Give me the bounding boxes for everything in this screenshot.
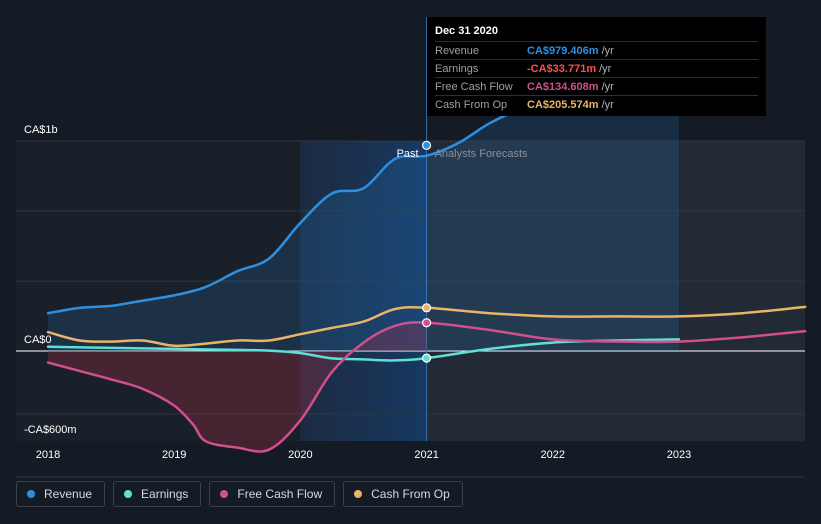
x-tick-label: 2022 [541, 449, 565, 461]
legend-dot-icon [220, 490, 229, 498]
legend-label: Revenue [44, 487, 93, 501]
tooltip-label: Cash From Op [435, 98, 508, 111]
marker-free-cash-flow [422, 318, 432, 328]
tooltip-value: CA$134.608m [527, 80, 599, 93]
legend-label: Earnings [141, 487, 189, 501]
past-label: Past [397, 148, 419, 160]
tooltip-date: Dec 31 2020 [435, 25, 498, 37]
tooltip: Dec 31 2020 Revenue CA$979.406m /yr Earn… [427, 17, 766, 116]
y-tick-label: CA$1b [24, 124, 58, 136]
tooltip-label: Free Cash Flow [435, 80, 513, 93]
legend-item-free-cash-flow[interactable]: Free Cash Flow [209, 481, 336, 507]
legend-label: Free Cash Flow [237, 487, 323, 501]
revenue-area [48, 106, 679, 352]
x-tick-label: 2020 [288, 449, 312, 461]
marker-cash-from-op [422, 303, 432, 313]
legend-dot-icon [124, 490, 133, 498]
tooltip-row-cash-from-op: Cash From Op CA$205.574m /yr [435, 95, 758, 113]
tooltip-value: -CA$33.771m [527, 62, 597, 75]
tooltip-label: Revenue [435, 44, 480, 57]
legend-item-earnings[interactable]: Earnings [113, 481, 202, 507]
tooltip-value: CA$979.406m [527, 44, 599, 57]
tooltip-unit: /yr [601, 44, 614, 57]
tooltip-unit: /yr [601, 98, 614, 111]
tooltip-label: Earnings [435, 62, 479, 75]
x-tick-label: 2023 [667, 449, 691, 461]
y-tick-label: CA$0 [24, 334, 52, 346]
series-line-cash-from-op [46, 305, 807, 348]
highlight-region [300, 141, 427, 441]
legend-item-revenue[interactable]: Revenue [16, 481, 106, 507]
legend-dot-icon [354, 490, 363, 498]
x-tick-label: 2018 [36, 449, 60, 461]
legend-item-cash-from-op[interactable]: Cash From Op [343, 481, 463, 507]
legend-label: Cash From Op [371, 487, 450, 501]
tooltip-row-revenue: Revenue CA$979.406m /yr [435, 41, 758, 59]
tooltip-value: CA$205.574m [527, 98, 599, 111]
tooltip-row-free-cash-flow: Free Cash Flow CA$134.608m /yr [435, 77, 758, 95]
y-tick-label: -CA$600m [24, 424, 77, 436]
x-tick-label: 2021 [414, 449, 438, 461]
forecast-region [426, 141, 805, 441]
tooltip-unit: /yr [599, 62, 612, 75]
legend: Revenue Earnings Free Cash Flow Cash Fro… [16, 481, 463, 507]
free-cash-flow-area [48, 322, 427, 452]
forecast-label: Analysts Forecasts [435, 148, 528, 160]
series-line-earnings [46, 338, 681, 362]
tooltip-row-earnings: Earnings -CA$33.771m /yr [435, 59, 758, 77]
x-tick-label: 2019 [162, 449, 186, 461]
marker-earnings [422, 353, 432, 363]
series-line-free-cash-flow [46, 321, 807, 453]
marker-revenue [422, 140, 432, 150]
tooltip-unit: /yr [601, 80, 614, 93]
legend-dot-icon [27, 490, 35, 498]
